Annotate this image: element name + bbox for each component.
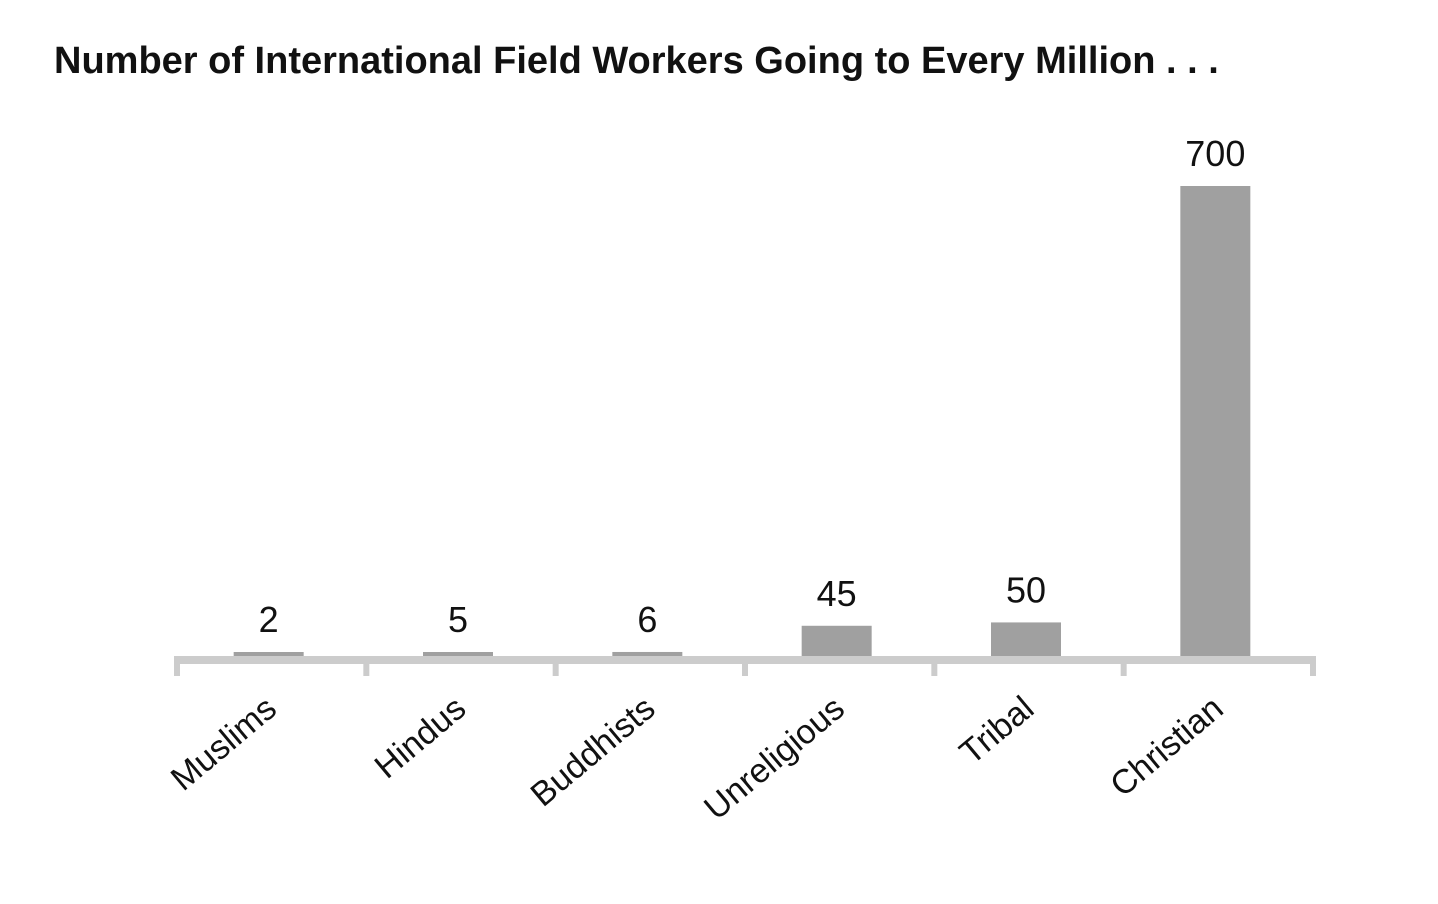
chart-title: Number of International Field Workers Go… [54, 40, 1219, 82]
x-axis-tick [174, 656, 180, 676]
x-tick-label-unreligious: Unreligious [697, 689, 852, 827]
x-tick-label-tribal: Tribal [953, 689, 1042, 772]
bar-unreligious [801, 625, 872, 656]
value-label-tribal: 50 [1006, 569, 1046, 610]
x-tick-label-hindus: Hindus [368, 689, 474, 786]
x-axis-tick [742, 656, 748, 676]
x-tick-label-buddhists: Buddhists [524, 689, 663, 814]
x-axis-tick [1120, 656, 1127, 676]
bar-tribal [991, 622, 1061, 656]
value-label-hindus: 5 [448, 599, 468, 640]
x-tick-label-christian: Christian [1103, 689, 1230, 804]
value-labels-group: 2 5 6 45 50 700 [259, 133, 1246, 640]
value-label-unreligious: 45 [817, 573, 857, 614]
x-axis-tick [931, 656, 938, 676]
x-axis-tick [552, 656, 559, 676]
value-label-buddhists: 6 [637, 599, 657, 640]
bar-muslims [233, 652, 304, 656]
bars-group [233, 186, 1251, 656]
x-axis-tick [363, 656, 370, 676]
x-tick-labels-group: Muslims Hindus Buddhists Unreligious Tribal C… [164, 689, 1231, 827]
value-label-christian: 700 [1185, 133, 1245, 174]
bar-christian [1180, 186, 1251, 656]
value-label-muslims: 2 [259, 599, 279, 640]
x-tick-label-muslims: Muslims [164, 689, 284, 798]
x-axis [174, 656, 1316, 676]
bar-buddhists [612, 651, 683, 656]
x-axis-tick [1310, 656, 1316, 676]
bar-hindus [423, 652, 493, 656]
